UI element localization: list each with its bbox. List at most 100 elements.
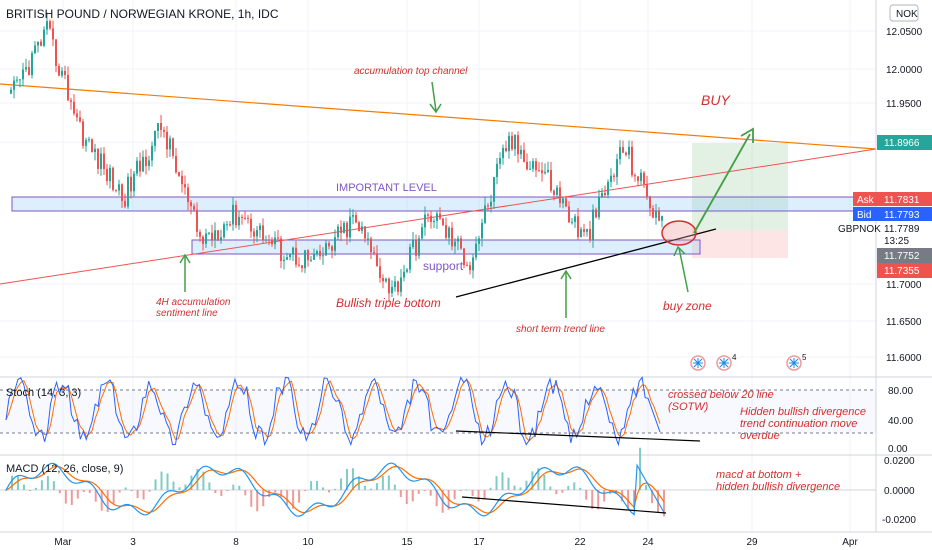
candle-body [415,240,417,256]
candle-body [508,135,510,152]
candle-body [505,148,507,152]
time-tick: 15 [401,537,413,548]
candle-body [334,237,336,251]
stoch-label[interactable]: Stoch (14, 3, 3) [6,387,81,399]
candle-body [385,278,387,282]
candle-body [64,70,66,75]
event-flag-icon[interactable] [716,355,732,371]
candle-body [175,155,177,173]
price-tick: 11.9500 [886,99,922,110]
macd-histogram-bar [639,447,642,490]
candle-body [607,181,609,195]
candle-body [274,237,276,245]
ask-price-tag [877,192,932,206]
candle-body [652,208,654,218]
candle-body [439,213,441,219]
time-tick: 29 [746,537,758,548]
currency-badge[interactable] [889,4,919,22]
price-tick: 11.7000 [886,280,922,291]
price-tick: 12.0000 [886,65,923,76]
candle-body [541,170,543,174]
event-count: 5 [802,353,807,362]
buy-zone-arrow [678,247,689,293]
time-tick: 8 [233,537,239,548]
bid-price-tag [877,207,932,221]
ask-label: Ask [857,195,875,206]
macd-histogram-bar [136,490,139,499]
candle-body [496,163,498,178]
candle-body [178,172,180,176]
candle-body [649,197,651,209]
macd-histogram-bar [244,490,247,496]
candle-body [91,139,93,152]
macd-histogram-bar [381,475,384,490]
macd-histogram-bar [453,490,456,500]
candle-body [70,100,72,102]
candle-body [115,189,117,191]
macd-histogram-bar [459,490,462,491]
macd-histogram-bar [387,475,390,490]
macd-histogram-bar [58,490,61,494]
candle-body [106,169,108,182]
macd-label[interactable]: MACD (12, 26, close, 9) [6,463,123,475]
candle-body [433,220,435,223]
candle-body [574,216,576,222]
candle-body [616,159,618,177]
macd-histogram-bar [28,490,31,491]
macd-histogram-bar [16,476,19,490]
buy-zone-marker[interactable] [661,220,697,246]
macd-histogram-bar [405,490,408,504]
candle-body [226,224,228,226]
candle-body [457,238,459,242]
candle-body [643,172,645,184]
candle-body [40,41,42,46]
candle-body [595,209,597,218]
candle-body [604,192,606,195]
candle-body [343,222,345,234]
level-a-tag [877,248,932,263]
candle-body [412,240,414,247]
macd-histogram-bar [555,490,558,495]
candle-body [328,243,330,247]
macd-histogram-bar [106,490,109,512]
candle-body [562,198,564,204]
accumulation-arrow [431,81,437,112]
candle-body [631,146,633,176]
candle-body [46,21,48,30]
buy-arrow-head [740,127,754,143]
ask-price-value: 11.7831 [884,195,920,206]
macd-histogram-bar [238,485,241,490]
candle-body [469,265,471,271]
level-a-value: 11.7752 [884,251,920,262]
candle-body [484,205,486,223]
macd-histogram-bar [477,490,480,502]
macd-histogram-bar [292,490,295,509]
macd-histogram-bar [651,490,654,504]
candle-body [448,227,450,238]
macd-histogram-bar [286,490,289,506]
buy-label: BUY [701,92,731,108]
candle-body [277,237,279,239]
candle-body [208,232,210,234]
support-band [191,239,701,255]
candle-body [88,139,90,141]
candle-body [319,251,321,257]
candle-body [553,190,555,195]
event-flag-icon[interactable] [786,355,802,371]
candle-body [658,211,660,221]
candle-body [100,153,102,169]
macd-histogram-bar [519,487,522,490]
candle-body [82,121,84,146]
macd-histogram-bar [124,487,127,490]
candle-body [388,278,390,294]
macd-histogram-bar [573,482,576,490]
time-axis[interactable]: Mar 3 8 10 15 17 22 24 29 Apr [54,537,858,548]
buy-zone-label: buy zone [663,299,712,313]
level-b-tag [877,263,932,278]
candle-body [421,227,423,239]
event-flag-icon[interactable] [690,355,706,371]
macd-histogram-bar [334,488,336,490]
candle-body [172,138,174,156]
candle-body [589,229,591,241]
